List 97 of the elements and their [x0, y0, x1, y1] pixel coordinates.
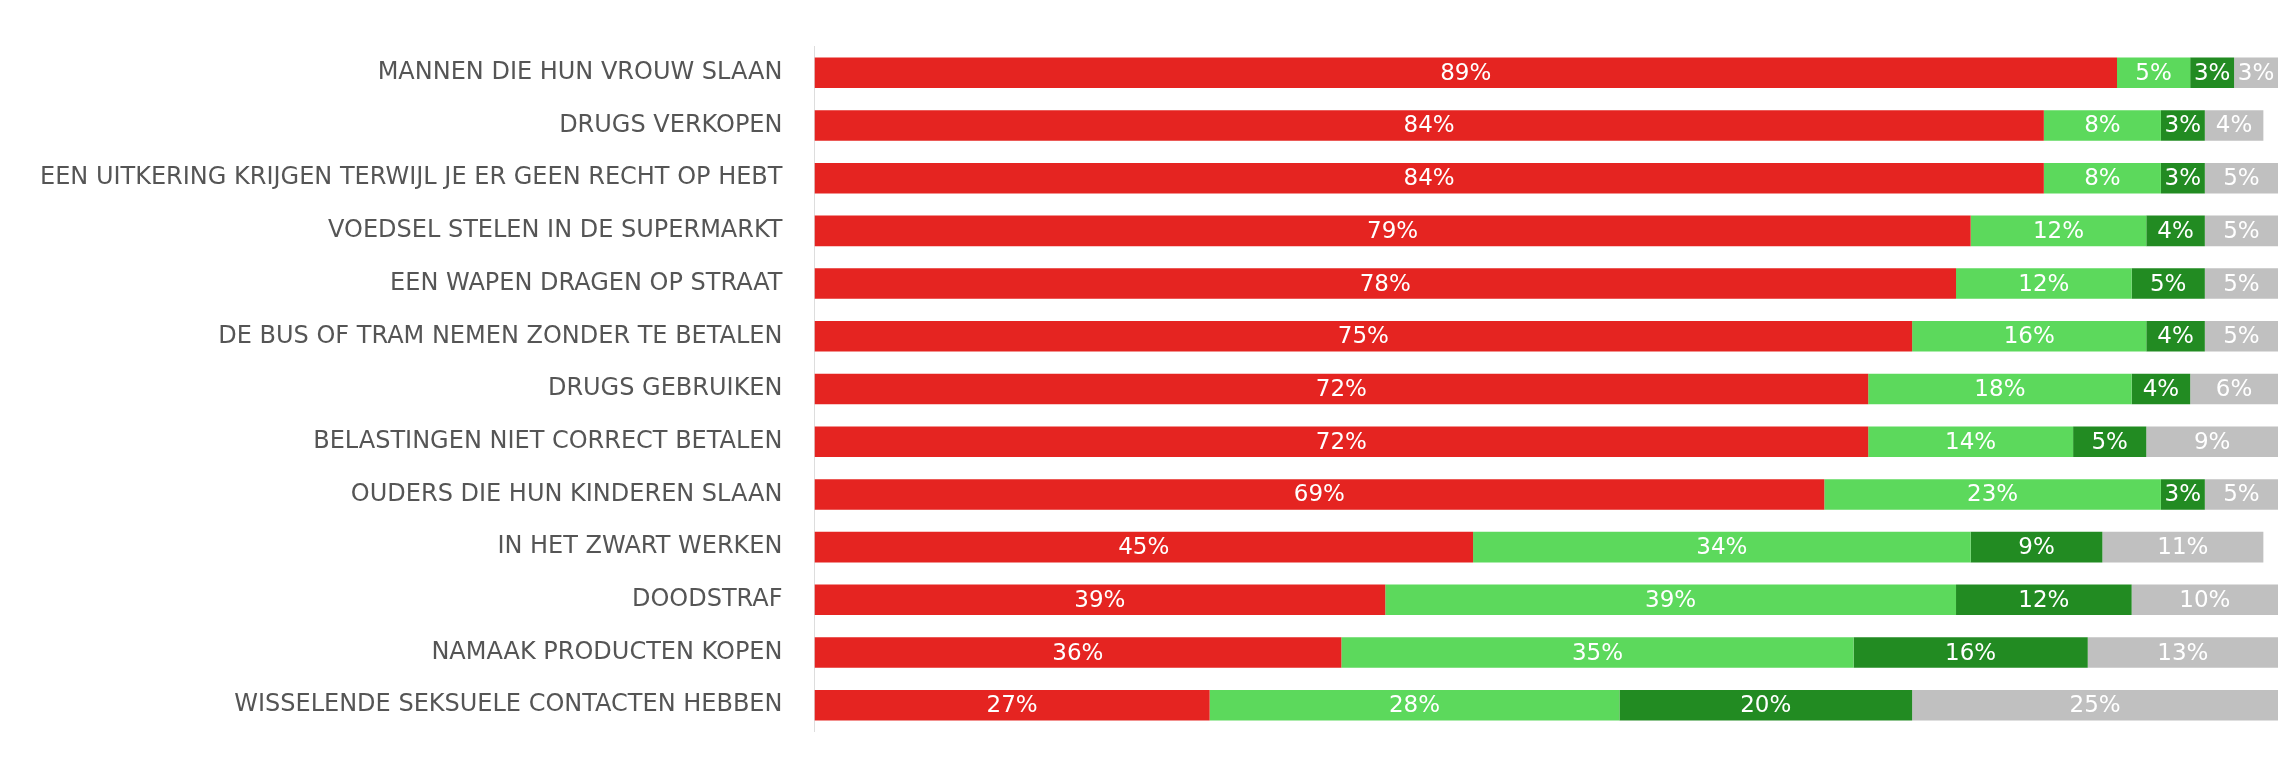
bar [1868, 426, 2074, 457]
data-label: 4% [2142, 374, 2180, 401]
data-label: 12% [2018, 269, 2070, 296]
data-label: 75% [1337, 322, 1389, 349]
data-label: 8% [2084, 164, 2121, 191]
y-tick-label: IN HET ZWART WERKEN [497, 531, 783, 560]
data-label: 34% [1696, 533, 1748, 560]
data-label: 12% [2018, 585, 2070, 612]
data-label: 35% [1571, 638, 1624, 665]
data-label: 14% [1945, 427, 1997, 454]
y-tick-label: VOEDSEL STELEN IN DE SUPERMARKT [327, 215, 783, 244]
data-label: 3% [2164, 111, 2202, 138]
data-label: 36% [1052, 638, 1104, 665]
data-label: 23% [1967, 480, 2019, 507]
data-label: 8% [2084, 111, 2121, 138]
data-label: 5% [2091, 427, 2128, 454]
data-label: 20% [1740, 691, 1792, 718]
bar [1868, 373, 2132, 405]
bar [814, 689, 1210, 721]
data-label: 3% [2193, 58, 2231, 85]
data-label: 16% [1945, 638, 1997, 665]
data-label: 72% [1315, 374, 1367, 401]
data-label: 69% [1293, 480, 1345, 507]
bar [2102, 531, 2264, 563]
bar [1385, 584, 1957, 616]
bar [814, 110, 2044, 141]
bar [2087, 637, 2278, 668]
data-label: 16% [2003, 322, 2055, 349]
y-tick-label: EEN WAPEN DRAGEN OP STRAAT [390, 267, 783, 296]
bar [814, 426, 1869, 457]
data-label: 3% [2237, 58, 2275, 85]
y-tick-label: DOODSTRAF [631, 584, 783, 613]
data-label: 5% [2223, 480, 2260, 507]
data-label: 4% [2157, 322, 2194, 349]
y-tick-label: DRUGS GEBRUIKEN [547, 373, 783, 402]
y-tick-label: DE BUS OF TRAM NEMEN ZONDER TE BETALEN [218, 320, 783, 349]
bar [814, 373, 1869, 405]
data-label: 84% [1403, 164, 1455, 191]
bar [1853, 637, 2088, 668]
y-tick-label: MANNEN DIE HUN VROUW SLAAN [377, 56, 783, 85]
bar [1912, 689, 2278, 721]
data-label: 11% [2157, 533, 2209, 560]
data-label: 5% [2223, 269, 2260, 296]
bar [1970, 531, 2103, 563]
data-label: 5% [2223, 164, 2260, 191]
bar [1956, 268, 2132, 299]
data-label: 78% [1359, 269, 1411, 296]
y-tick-label: OUDERS DIE HUN KINDEREN SLAAN [350, 478, 783, 507]
data-label: 27% [986, 691, 1038, 718]
data-label: 12% [2032, 216, 2085, 243]
data-label: 5% [2223, 322, 2260, 349]
data-label: 3% [2164, 164, 2202, 191]
bar [1970, 215, 2147, 247]
data-label: 3% [2164, 480, 2202, 507]
bar [1341, 637, 1854, 668]
data-label: 9% [2193, 427, 2231, 454]
data-label: 4% [2157, 216, 2194, 243]
data-label: 6% [2215, 374, 2253, 401]
bar [814, 215, 1971, 247]
y-tick-label: NAMAAK PRODUCTEN KOPEN [431, 636, 783, 665]
data-label: 28% [1388, 691, 1441, 718]
data-label: 18% [1974, 374, 2026, 401]
data-label: 39% [1074, 585, 1126, 612]
data-label: 5% [2223, 216, 2260, 243]
data-label: 5% [2135, 58, 2172, 85]
data-label: 4% [2215, 111, 2253, 138]
y-tick-label: DRUGS VERKOPEN [559, 109, 783, 138]
data-label: 79% [1367, 216, 1419, 243]
bar [1912, 321, 2147, 352]
bar [814, 268, 1957, 299]
data-label: 84% [1403, 111, 1455, 138]
bar [814, 321, 1913, 352]
bar [814, 57, 2118, 89]
bar [1473, 531, 1971, 563]
data-label: 5% [2149, 269, 2187, 296]
data-label: 89% [1440, 58, 1492, 85]
y-tick-label: WISSELENDE SEKSUELE CONTACTEN HEBBEN [234, 689, 783, 718]
bar [1956, 584, 2132, 616]
data-label: 25% [2069, 691, 2121, 718]
y-tick-label: BELASTINGEN NIET CORRECT BETALEN [313, 425, 783, 454]
bar [814, 479, 1825, 510]
bar [814, 584, 1386, 616]
bar [1619, 689, 1913, 721]
bar [814, 637, 1342, 668]
data-label: 72% [1315, 427, 1367, 454]
bar [2146, 426, 2278, 457]
data-label: 10% [2179, 585, 2231, 612]
data-label: 45% [1118, 533, 1170, 560]
y-tick-label: EEN UITKERING KRIJGEN TERWIJL JE ER GEEN RECHT OP HEBT [39, 162, 783, 191]
bar [814, 162, 2044, 194]
bar [1824, 479, 2161, 510]
bar [2043, 110, 2161, 141]
data-label: 9% [2018, 533, 2055, 560]
data-label: 39% [1645, 585, 1697, 612]
data-label: 13% [2157, 638, 2209, 665]
bar [1209, 689, 1620, 721]
bar [814, 531, 1474, 563]
